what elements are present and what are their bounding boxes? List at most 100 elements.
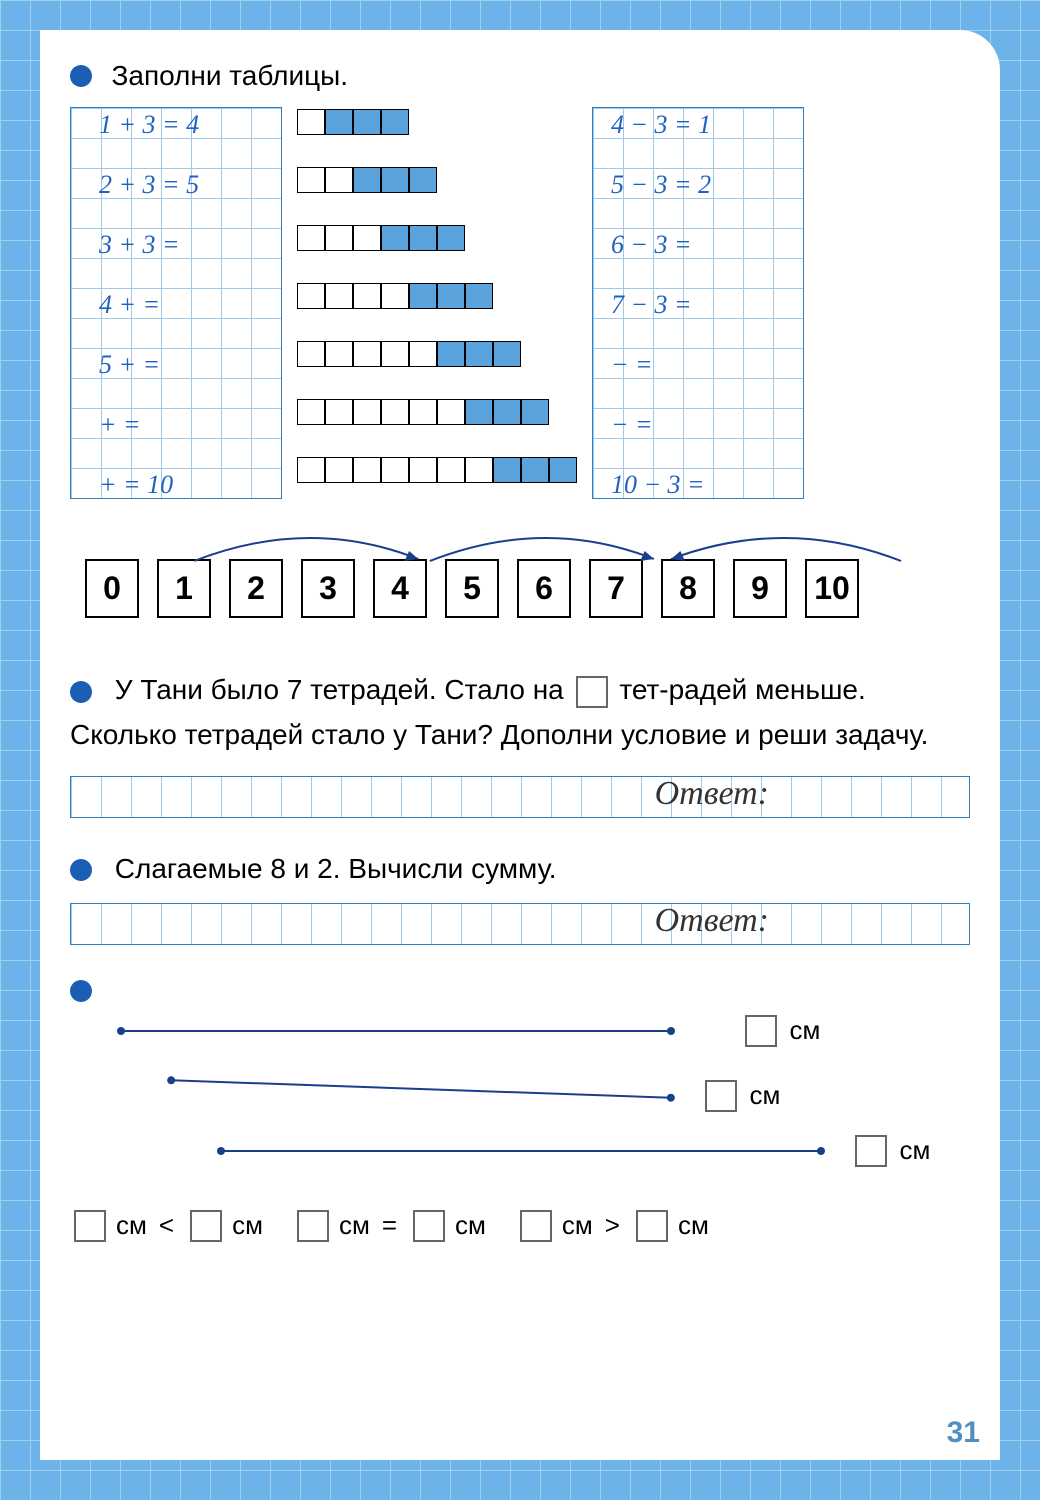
number-line: 012345678910 (85, 559, 970, 618)
compare-item: см>см (516, 1210, 709, 1242)
bar-cell (521, 399, 549, 425)
bar-cell (381, 283, 409, 309)
number-box: 8 (661, 559, 715, 618)
bar-cell (325, 399, 353, 425)
line-2 (172, 1079, 672, 1098)
compare-item: см=см (293, 1210, 486, 1242)
equation: 7 − 3 = (611, 290, 692, 320)
bar-cell (325, 283, 353, 309)
bar-cell (465, 457, 493, 483)
workbook-page: Заполни таблицы. 1 + 3 = 42 + 3 = 53 + 3… (40, 30, 1000, 1460)
number-box: 1 (157, 559, 211, 618)
bar-cell (437, 283, 465, 309)
task2: У Тани было 7 тетрадей. Стало на тет-рад… (70, 668, 970, 758)
blank-box[interactable] (297, 1210, 329, 1242)
bar-cell (409, 341, 437, 367)
equation: 5 + = (99, 350, 160, 380)
equation: 4 − 3 = 1 (611, 110, 711, 140)
addition-grid: 1 + 3 = 42 + 3 = 53 + 3 =4 + =5 + = + = … (70, 107, 282, 499)
task3-answer-row[interactable]: Ответ: (70, 903, 970, 945)
bar-cell (493, 341, 521, 367)
number-box: 0 (85, 559, 139, 618)
task3: Слагаемые 8 и 2. Вычисли сумму. (70, 853, 970, 885)
equation: − = (611, 410, 653, 440)
task2-text-a: У Тани было 7 тетрадей. Стало на (115, 674, 572, 705)
bar-cell (493, 457, 521, 483)
bar-cell (409, 167, 437, 193)
line-1 (121, 1030, 671, 1032)
tables-container: 1 + 3 = 42 + 3 = 53 + 3 =4 + =5 + = + = … (70, 107, 970, 499)
bar-cell (353, 341, 381, 367)
bar-cell (437, 225, 465, 251)
bar-cell (353, 283, 381, 309)
task1-title: Заполни таблицы. (111, 60, 348, 91)
bar-cell (297, 109, 325, 135)
bar-cell (381, 399, 409, 425)
bar-cell (409, 457, 437, 483)
task4: см см см см<смсм=смсм>см (70, 980, 970, 1242)
number-box: 6 (517, 559, 571, 618)
compare-row: см<см см=см см>см (70, 1210, 970, 1242)
bar-cell (325, 225, 353, 251)
cm-box-1: см (741, 1015, 820, 1047)
equation: 4 + = (99, 290, 160, 320)
number-box: 5 (445, 559, 499, 618)
answer-label: Ответ: (655, 902, 769, 940)
bar-cell (297, 167, 325, 193)
cm-box-3: см (851, 1135, 930, 1167)
bar-cell (297, 399, 325, 425)
blank-box[interactable] (74, 1210, 106, 1242)
task1-header: Заполни таблицы. (70, 60, 970, 92)
bar-cell (353, 399, 381, 425)
compare-item: см<см (70, 1210, 263, 1242)
bar-cell (297, 341, 325, 367)
equation: 10 − 3 = (611, 470, 705, 500)
bar-cell (381, 341, 409, 367)
bar-cell (297, 225, 325, 251)
bar-cell (409, 283, 437, 309)
bar-row (297, 225, 577, 253)
bar-row (297, 399, 577, 427)
number-box: 3 (301, 559, 355, 618)
blank-box[interactable] (576, 676, 608, 708)
blank-box[interactable] (190, 1210, 222, 1242)
bar-cell (437, 457, 465, 483)
bar-row (297, 283, 577, 311)
bullet-icon (70, 65, 92, 87)
bar-cell (353, 225, 381, 251)
blank-box[interactable] (636, 1210, 668, 1242)
answer-label: Ответ: (655, 775, 769, 813)
bar-cell (409, 399, 437, 425)
bar-cell (381, 457, 409, 483)
line-3 (221, 1150, 821, 1152)
number-box: 2 (229, 559, 283, 618)
bar-cell (325, 341, 353, 367)
bar-cell (465, 399, 493, 425)
number-box: 9 (733, 559, 787, 618)
blank-box[interactable] (520, 1210, 552, 1242)
bar-cell (521, 457, 549, 483)
bar-cell (465, 283, 493, 309)
bar-row (297, 457, 577, 485)
subtraction-grid: 4 − 3 = 15 − 3 = 26 − 3 =7 − 3 = − = − =… (592, 107, 804, 499)
bar-cell (409, 225, 437, 251)
equation: 1 + 3 = 4 (99, 110, 199, 140)
bar-cell (381, 109, 409, 135)
bar-cell (353, 167, 381, 193)
equation: 5 − 3 = 2 (611, 170, 711, 200)
number-line-arcs (85, 511, 970, 566)
bar-cell (353, 457, 381, 483)
bar-cell (353, 109, 381, 135)
equation: 6 − 3 = (611, 230, 692, 260)
equation: + = (99, 410, 141, 440)
bar-cell (297, 283, 325, 309)
bar-cell (549, 457, 577, 483)
bar-cell (297, 457, 325, 483)
bullet-icon (70, 980, 92, 1002)
page-number: 31 (947, 1416, 980, 1450)
blank-box[interactable] (413, 1210, 445, 1242)
task2-answer-row[interactable]: Ответ: (70, 776, 970, 818)
equation: + = 10 (99, 470, 173, 500)
bar-row (297, 109, 577, 137)
bar-cell (325, 167, 353, 193)
